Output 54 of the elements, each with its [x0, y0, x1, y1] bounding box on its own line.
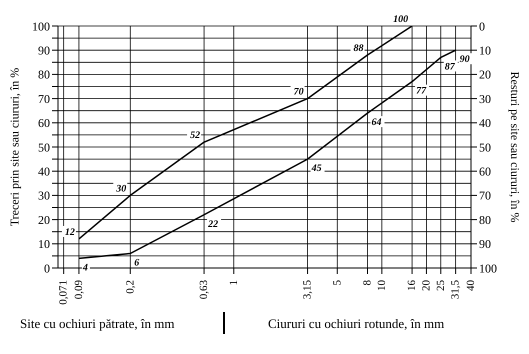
data-label: 30 [115, 183, 126, 194]
text: Ciururi cu ochiuri rotunde, în mm [268, 316, 444, 332]
y2-tick-label: 50 [479, 140, 491, 154]
y2-tick-label: 90 [479, 237, 491, 252]
y-tick-label: 60 [38, 116, 50, 130]
x-tick-label: 5 [331, 280, 344, 286]
y-tick-label: 20 [38, 212, 50, 227]
x-tick-label: 0,63 [198, 280, 210, 300]
y-tick-label: 90 [38, 43, 50, 58]
data-label: 6 [134, 257, 140, 268]
y-tick-label: 80 [38, 68, 50, 82]
data-label: 64 [372, 117, 382, 128]
x-tick-label: 0,071 [58, 280, 70, 305]
y2-tick-label: 30 [479, 92, 491, 106]
y2-tick-label: 80 [479, 212, 491, 227]
data-label: 12 [64, 226, 75, 238]
y2-tick-label: 20 [479, 68, 491, 82]
y2-tick-label: 100 [479, 261, 497, 276]
y-tick-label: 100 [32, 19, 50, 34]
x-tick-label: 25 [434, 280, 447, 291]
y2-tick-label: 40 [479, 116, 491, 130]
y-tick-label: 30 [38, 188, 50, 203]
x-tick-label: 8 [362, 280, 374, 286]
x-tick-label: 1 [228, 280, 240, 286]
y-tick-label: 40 [38, 164, 50, 178]
x-tick-label: 3,15 [302, 280, 314, 300]
y-tick-label: 0 [44, 261, 50, 276]
y-tick-label: 70 [38, 92, 50, 106]
x-tick-label: 0,09 [72, 280, 85, 300]
data-label: 52 [190, 130, 200, 142]
y2-tick-label: 0 [479, 19, 485, 34]
y2-tick-label: 10 [479, 43, 491, 58]
y2-tick-label: 70 [479, 188, 491, 203]
data-label: 90 [460, 54, 470, 66]
data-label: 4 [82, 262, 88, 274]
data-label: 77 [416, 86, 428, 97]
x-tick-label: 16 [406, 280, 418, 291]
data-label: 22 [207, 218, 218, 230]
x-tick-label: 20 [420, 280, 432, 291]
x-tick-label: 40 [465, 280, 477, 291]
y2-tick-label: 60 [479, 164, 491, 178]
x-tick-label: 0,2 [124, 280, 136, 294]
data-label: 87 [444, 61, 456, 72]
x-axis-title: Site cu ochiuri pătrate, în mm [20, 316, 175, 332]
y2-axis-title: Resturi pe site sau ciururi, în % [508, 72, 522, 222]
data-label: 45 [310, 163, 322, 174]
y-tick-label: 10 [38, 237, 50, 252]
y-tick-label: 50 [38, 140, 50, 154]
data-label: 100 [393, 14, 408, 25]
x-tick-label: 10 [376, 280, 388, 291]
data-label: 70 [294, 86, 304, 98]
y-axis-title: Treceri prin site sau ciururi, în % [7, 68, 22, 226]
x-tick-label: 31,5 [450, 280, 462, 300]
data-label: 88 [354, 43, 364, 54]
